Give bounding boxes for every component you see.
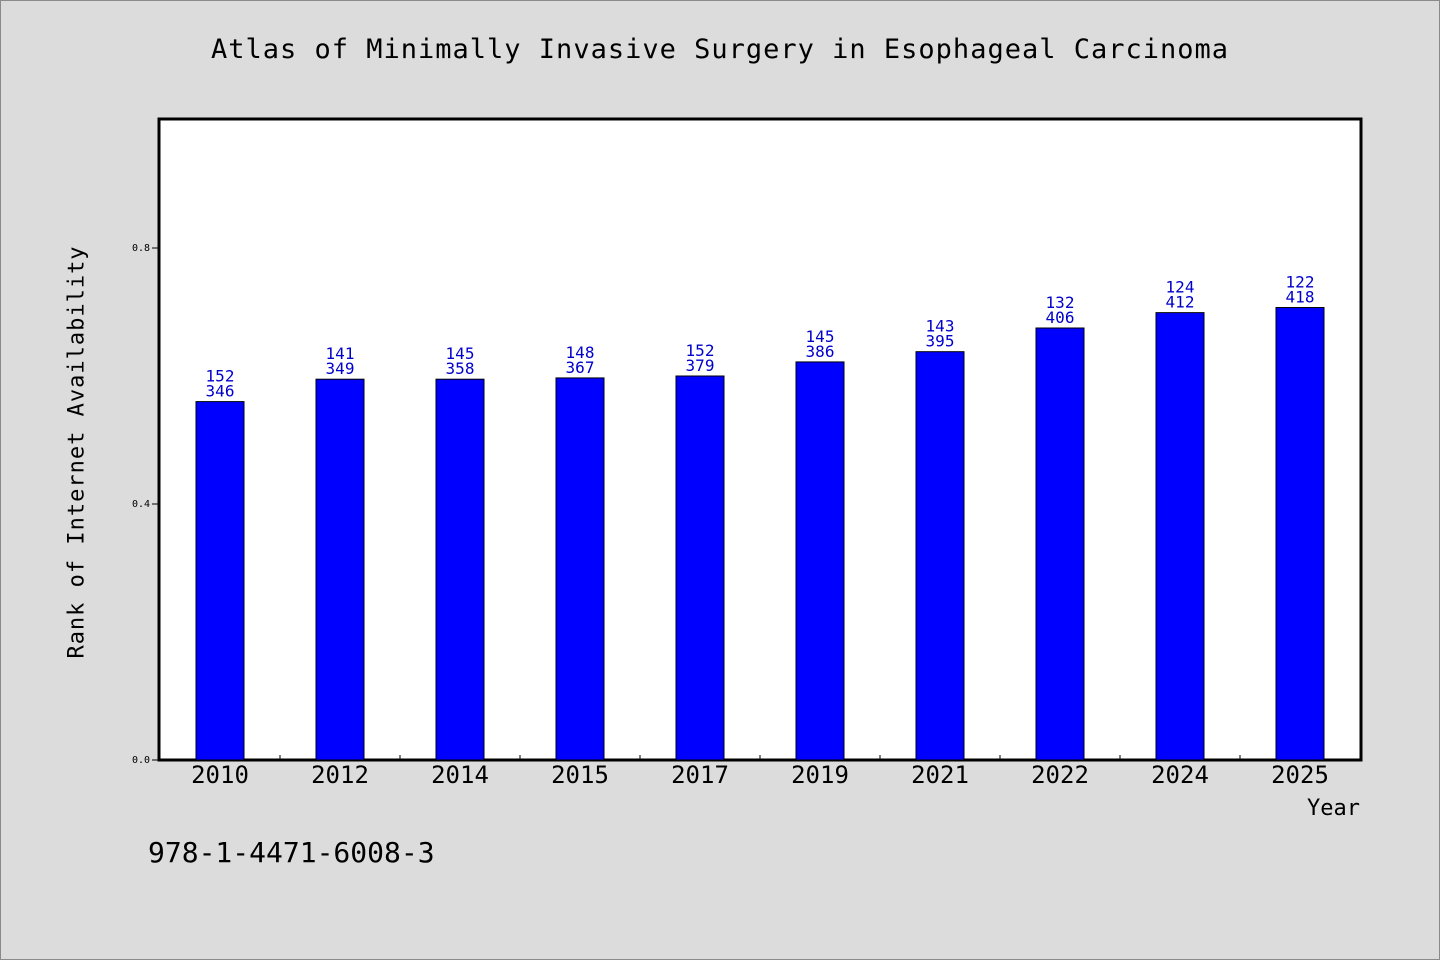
bar-label-bottom: 406 xyxy=(1046,308,1075,327)
bar-label-bottom: 418 xyxy=(1286,288,1315,307)
y-tick-label: 0.4 xyxy=(132,499,150,510)
x-tick-label: 2021 xyxy=(911,761,969,789)
x-tick-label: 2010 xyxy=(191,761,249,789)
bar-label-top: 143 xyxy=(926,317,955,336)
x-tick-label: 2015 xyxy=(551,761,609,789)
bar-2014 xyxy=(435,378,485,761)
bar-label-bottom: 379 xyxy=(686,356,715,375)
bar-label-top: 145 xyxy=(446,344,475,363)
isbn-code: 978-1-4471-6008-3 xyxy=(148,836,435,869)
chart-title: Atlas of Minimally Invasive Surgery in E… xyxy=(210,34,1230,65)
bar-2017 xyxy=(675,375,725,761)
y-axis-title: Rank of Internet Availability xyxy=(64,245,90,659)
bar-label-top: 132 xyxy=(1046,293,1075,312)
bar-label-top: 148 xyxy=(566,343,595,362)
x-tick-label: 2024 xyxy=(1151,761,1209,789)
y-tick-label: 0.0 xyxy=(132,755,150,766)
x-axis-title: Year xyxy=(1307,796,1360,821)
bar-label-top: 152 xyxy=(686,341,715,360)
bar-label-bottom: 349 xyxy=(326,359,355,378)
bar-label-top: 152 xyxy=(206,367,235,386)
x-tick-label: 2019 xyxy=(791,761,849,789)
bar-label-bottom: 412 xyxy=(1166,293,1195,312)
x-tick-label: 2025 xyxy=(1271,761,1329,789)
bar-label-bottom: 346 xyxy=(206,382,235,401)
bar-2021 xyxy=(915,351,965,761)
bar-label-top: 124 xyxy=(1166,278,1195,297)
x-tick-label: 2012 xyxy=(311,761,369,789)
bar-2025 xyxy=(1275,307,1325,761)
bar-2019 xyxy=(795,361,845,761)
bar-series xyxy=(195,307,1325,761)
x-tick-label: 2017 xyxy=(671,761,729,789)
bar-label-top: 122 xyxy=(1286,273,1315,292)
y-axis-ticks: 0.0 0.4 0.8 xyxy=(132,243,160,766)
x-tick-label: 2014 xyxy=(431,761,489,789)
bar-label-bottom: 395 xyxy=(926,332,955,351)
x-tick-label: 2022 xyxy=(1031,761,1089,789)
bar-2015 xyxy=(555,377,605,761)
bar-2022 xyxy=(1035,327,1085,761)
x-axis-ticks: 2010 2012 2014 2015 2017 2019 2021 2022 2024 2025 xyxy=(191,755,1329,789)
bar-value-labels: 1523461413491453581483671523791453861433… xyxy=(206,273,1315,401)
bar-2024 xyxy=(1155,312,1205,761)
bar-label-top: 145 xyxy=(806,327,835,346)
y-tick-label: 0.8 xyxy=(132,243,150,254)
bar-2012 xyxy=(315,378,365,761)
bar-label-top: 141 xyxy=(326,344,355,363)
bar-label-bottom: 358 xyxy=(446,359,475,378)
bar-2010 xyxy=(195,401,245,761)
bar-label-bottom: 386 xyxy=(806,342,835,361)
bar-label-bottom: 367 xyxy=(566,358,595,377)
